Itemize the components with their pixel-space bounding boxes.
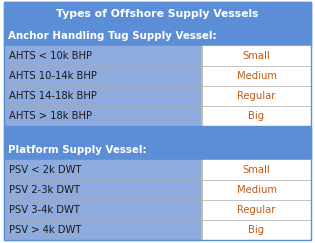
Text: Regular: Regular bbox=[237, 91, 276, 101]
Text: AHTS 14-18k BHP: AHTS 14-18k BHP bbox=[9, 91, 97, 101]
Text: Platform Supply Vessel:: Platform Supply Vessel: bbox=[8, 145, 146, 155]
Bar bbox=[4, 126, 311, 140]
Text: Big: Big bbox=[249, 225, 265, 235]
Text: Medium: Medium bbox=[237, 185, 277, 195]
Bar bbox=[202, 66, 311, 86]
Bar bbox=[4, 180, 202, 200]
Bar bbox=[202, 46, 311, 66]
Text: Types of Offshore Supply Vessels: Types of Offshore Supply Vessels bbox=[56, 9, 259, 19]
Bar bbox=[4, 106, 202, 126]
Bar bbox=[4, 66, 202, 86]
Text: AHTS 10-14k BHP: AHTS 10-14k BHP bbox=[9, 71, 97, 81]
Text: Anchor Handling Tug Supply Vessel:: Anchor Handling Tug Supply Vessel: bbox=[8, 31, 217, 41]
Text: Big: Big bbox=[249, 111, 265, 121]
Bar bbox=[202, 106, 311, 126]
Bar bbox=[202, 180, 311, 200]
Text: Medium: Medium bbox=[237, 71, 277, 81]
Bar bbox=[4, 220, 202, 240]
Bar bbox=[202, 160, 311, 180]
Bar bbox=[4, 140, 311, 160]
Bar bbox=[202, 86, 311, 106]
Bar bbox=[4, 86, 202, 106]
Bar bbox=[202, 220, 311, 240]
Text: PSV 2-3k DWT: PSV 2-3k DWT bbox=[9, 185, 80, 195]
Bar bbox=[4, 200, 202, 220]
Text: Small: Small bbox=[243, 51, 270, 61]
Bar bbox=[4, 160, 202, 180]
Bar bbox=[4, 26, 311, 46]
Text: PSV 3-4k DWT: PSV 3-4k DWT bbox=[9, 205, 80, 215]
Text: AHTS < 10k BHP: AHTS < 10k BHP bbox=[9, 51, 92, 61]
Text: AHTS > 18k BHP: AHTS > 18k BHP bbox=[9, 111, 92, 121]
Text: Small: Small bbox=[243, 165, 270, 175]
Text: Regular: Regular bbox=[237, 205, 276, 215]
Bar bbox=[4, 2, 311, 26]
Bar bbox=[4, 46, 202, 66]
Text: PSV < 2k DWT: PSV < 2k DWT bbox=[9, 165, 82, 175]
Bar bbox=[202, 200, 311, 220]
Text: PSV > 4k DWT: PSV > 4k DWT bbox=[9, 225, 81, 235]
